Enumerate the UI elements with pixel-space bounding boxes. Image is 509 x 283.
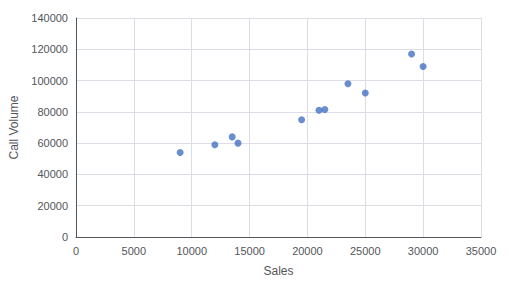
svg-text:0: 0 xyxy=(62,231,68,243)
svg-text:Sales: Sales xyxy=(263,264,293,278)
svg-text:60000: 60000 xyxy=(37,137,68,149)
svg-text:20000: 20000 xyxy=(37,200,68,212)
svg-text:120000: 120000 xyxy=(31,43,68,55)
svg-text:20000: 20000 xyxy=(292,245,323,257)
svg-text:0: 0 xyxy=(73,245,79,257)
svg-text:Call Volume: Call Volume xyxy=(7,95,21,159)
svg-text:30000: 30000 xyxy=(408,245,439,257)
svg-text:15000: 15000 xyxy=(234,245,265,257)
svg-text:80000: 80000 xyxy=(37,106,68,118)
svg-text:100000: 100000 xyxy=(31,75,68,87)
svg-text:10000: 10000 xyxy=(176,245,207,257)
svg-text:35000: 35000 xyxy=(466,245,497,257)
svg-text:140000: 140000 xyxy=(31,12,68,24)
svg-text:25000: 25000 xyxy=(350,245,381,257)
svg-text:5000: 5000 xyxy=(122,245,146,257)
svg-text:40000: 40000 xyxy=(37,168,68,180)
